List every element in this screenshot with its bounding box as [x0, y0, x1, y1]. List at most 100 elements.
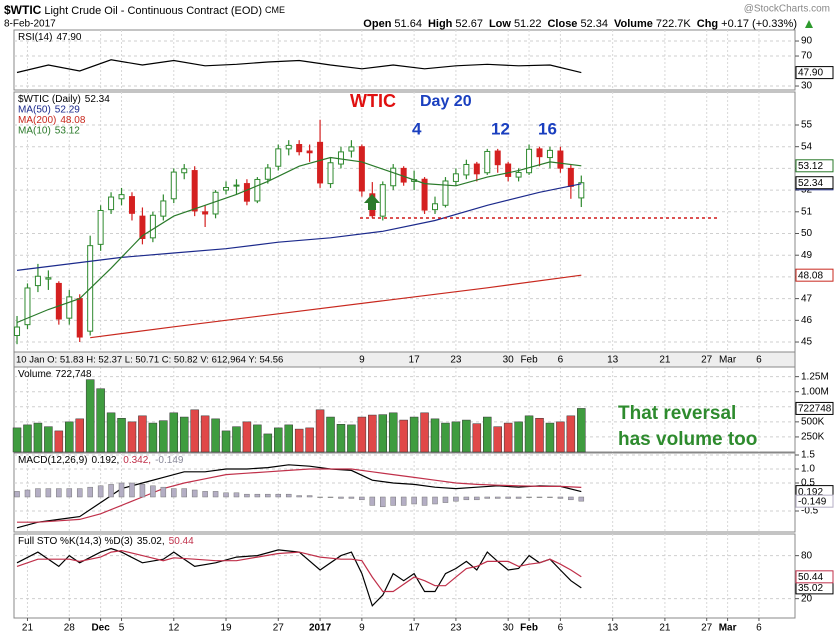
legend-row: $WTIC (Daily) 52.34: [18, 94, 110, 105]
histogram-bar: [35, 488, 41, 498]
x-tick-label: Feb: [520, 623, 538, 634]
annotation: 12: [491, 119, 510, 138]
candle-body: [484, 150, 491, 174]
volume-bar: [441, 422, 450, 453]
stat-value: +0.17 (+0.33%): [721, 18, 797, 30]
series-line: [16, 183, 582, 271]
last-value-box: [795, 494, 834, 508]
histogram-bar: [56, 488, 62, 498]
y-tick-label: 20: [801, 593, 813, 604]
candle-body: [432, 203, 439, 211]
legend-text: MA(10): [18, 125, 51, 136]
candle-body: [223, 186, 230, 191]
annotation: 16: [538, 119, 557, 138]
volume-bar: [242, 421, 252, 453]
x-tick-label: 21: [22, 623, 34, 634]
x-tick-label: 13: [607, 623, 619, 634]
volume-bar: [169, 412, 179, 453]
strip-tick-label: 6: [558, 355, 564, 366]
legend-row: MA(200) 48.08: [18, 115, 86, 126]
y-tick-label: 55: [801, 120, 813, 131]
histogram-bar: [223, 492, 229, 498]
series-line: [90, 274, 582, 339]
volume-bar: [430, 418, 440, 453]
volume-bar: [566, 415, 576, 453]
candle-body: [275, 148, 282, 167]
stat-value: 51.22: [514, 18, 542, 30]
legend-text: 53.12: [55, 125, 80, 136]
strip-tick-label: 17: [409, 355, 421, 366]
histogram-bar: [87, 486, 93, 498]
stat-label: Volume: [614, 18, 653, 30]
annotation: Day 20: [420, 93, 472, 110]
stat-label: Open: [363, 18, 391, 30]
histogram-bar: [536, 496, 543, 498]
candle-body: [526, 148, 533, 174]
volume-bar: [221, 430, 231, 453]
volume-bar: [190, 409, 199, 453]
watermark: @StockCharts.com: [744, 4, 830, 15]
volume-bar: [545, 422, 555, 453]
bar-info: 10 Jan O: 51.83 H: 52.37 L: 50.71 C: 50.…: [16, 355, 283, 366]
histogram-bar: [442, 496, 449, 503]
histogram-bar: [421, 496, 428, 506]
date-strip: [13, 351, 796, 368]
candle-body: [285, 144, 292, 150]
x-tick-label: 17: [409, 623, 421, 634]
candle-body: [505, 163, 512, 177]
y-tick-label: -0.5: [801, 506, 819, 517]
candle-body: [243, 183, 250, 202]
histogram-bar: [275, 493, 282, 498]
volume-bar: [326, 416, 335, 453]
x-tick-label: 6: [756, 623, 762, 634]
histogram-bar: [369, 496, 376, 506]
legend-text: MA(200): [18, 115, 56, 126]
candle-body: [463, 163, 470, 176]
series-line: [16, 549, 582, 593]
histogram-bar: [484, 496, 491, 499]
volume-bar: [75, 418, 84, 453]
candle-body: [296, 144, 303, 153]
volume-bar: [211, 418, 220, 453]
last-value-label: 35.02: [798, 583, 823, 594]
x-tick-label: 30: [503, 623, 515, 634]
legend-row: RSI(14) 47.90: [18, 32, 82, 43]
candle-body: [66, 296, 73, 319]
histogram-bar: [578, 496, 585, 502]
x-tick-label: 12: [168, 623, 180, 634]
histogram-bar: [547, 496, 553, 498]
candle-body: [578, 182, 585, 199]
volume-bar: [294, 428, 304, 453]
header-title: $WTIC Light Crude Oil - Continuous Contra…: [4, 3, 285, 17]
histogram-bar: [191, 489, 198, 498]
stat-value: 722.7K: [656, 18, 692, 30]
last-value-box: [795, 268, 834, 282]
x-tick-label: 9: [359, 623, 365, 634]
legend-row: Full STO %K(14,3) %D(3) 35.02, 50.44: [18, 536, 194, 547]
strip-tick-label: 30: [503, 355, 515, 366]
legend-row: Volume 722,748: [18, 369, 92, 380]
volume-bar: [357, 416, 367, 453]
candle-body: [515, 172, 522, 178]
legend-text: -0.149: [155, 455, 184, 466]
x-tick-label: 2017: [309, 623, 332, 634]
series-line: [17, 468, 582, 523]
stat-value: 52.34: [580, 18, 608, 30]
candle-body: [536, 148, 543, 158]
y-tick-label: 1.0: [801, 464, 815, 475]
histogram-bar: [306, 495, 313, 498]
histogram-bar: [97, 485, 104, 498]
strip-tick-label: 23: [450, 355, 462, 366]
last-value-label: 48.08: [798, 270, 823, 281]
candle-body: [160, 200, 167, 217]
candle-body: [76, 298, 83, 338]
y-tick-label: 80: [801, 550, 813, 561]
histogram-bar: [296, 495, 302, 498]
candle-body: [264, 167, 271, 180]
histogram-bar: [568, 496, 574, 501]
legend-text: MACD(12,26,9): [18, 455, 87, 466]
last-value-box: [795, 570, 834, 584]
histogram-bar: [265, 493, 271, 498]
volume-bar: [315, 409, 325, 453]
